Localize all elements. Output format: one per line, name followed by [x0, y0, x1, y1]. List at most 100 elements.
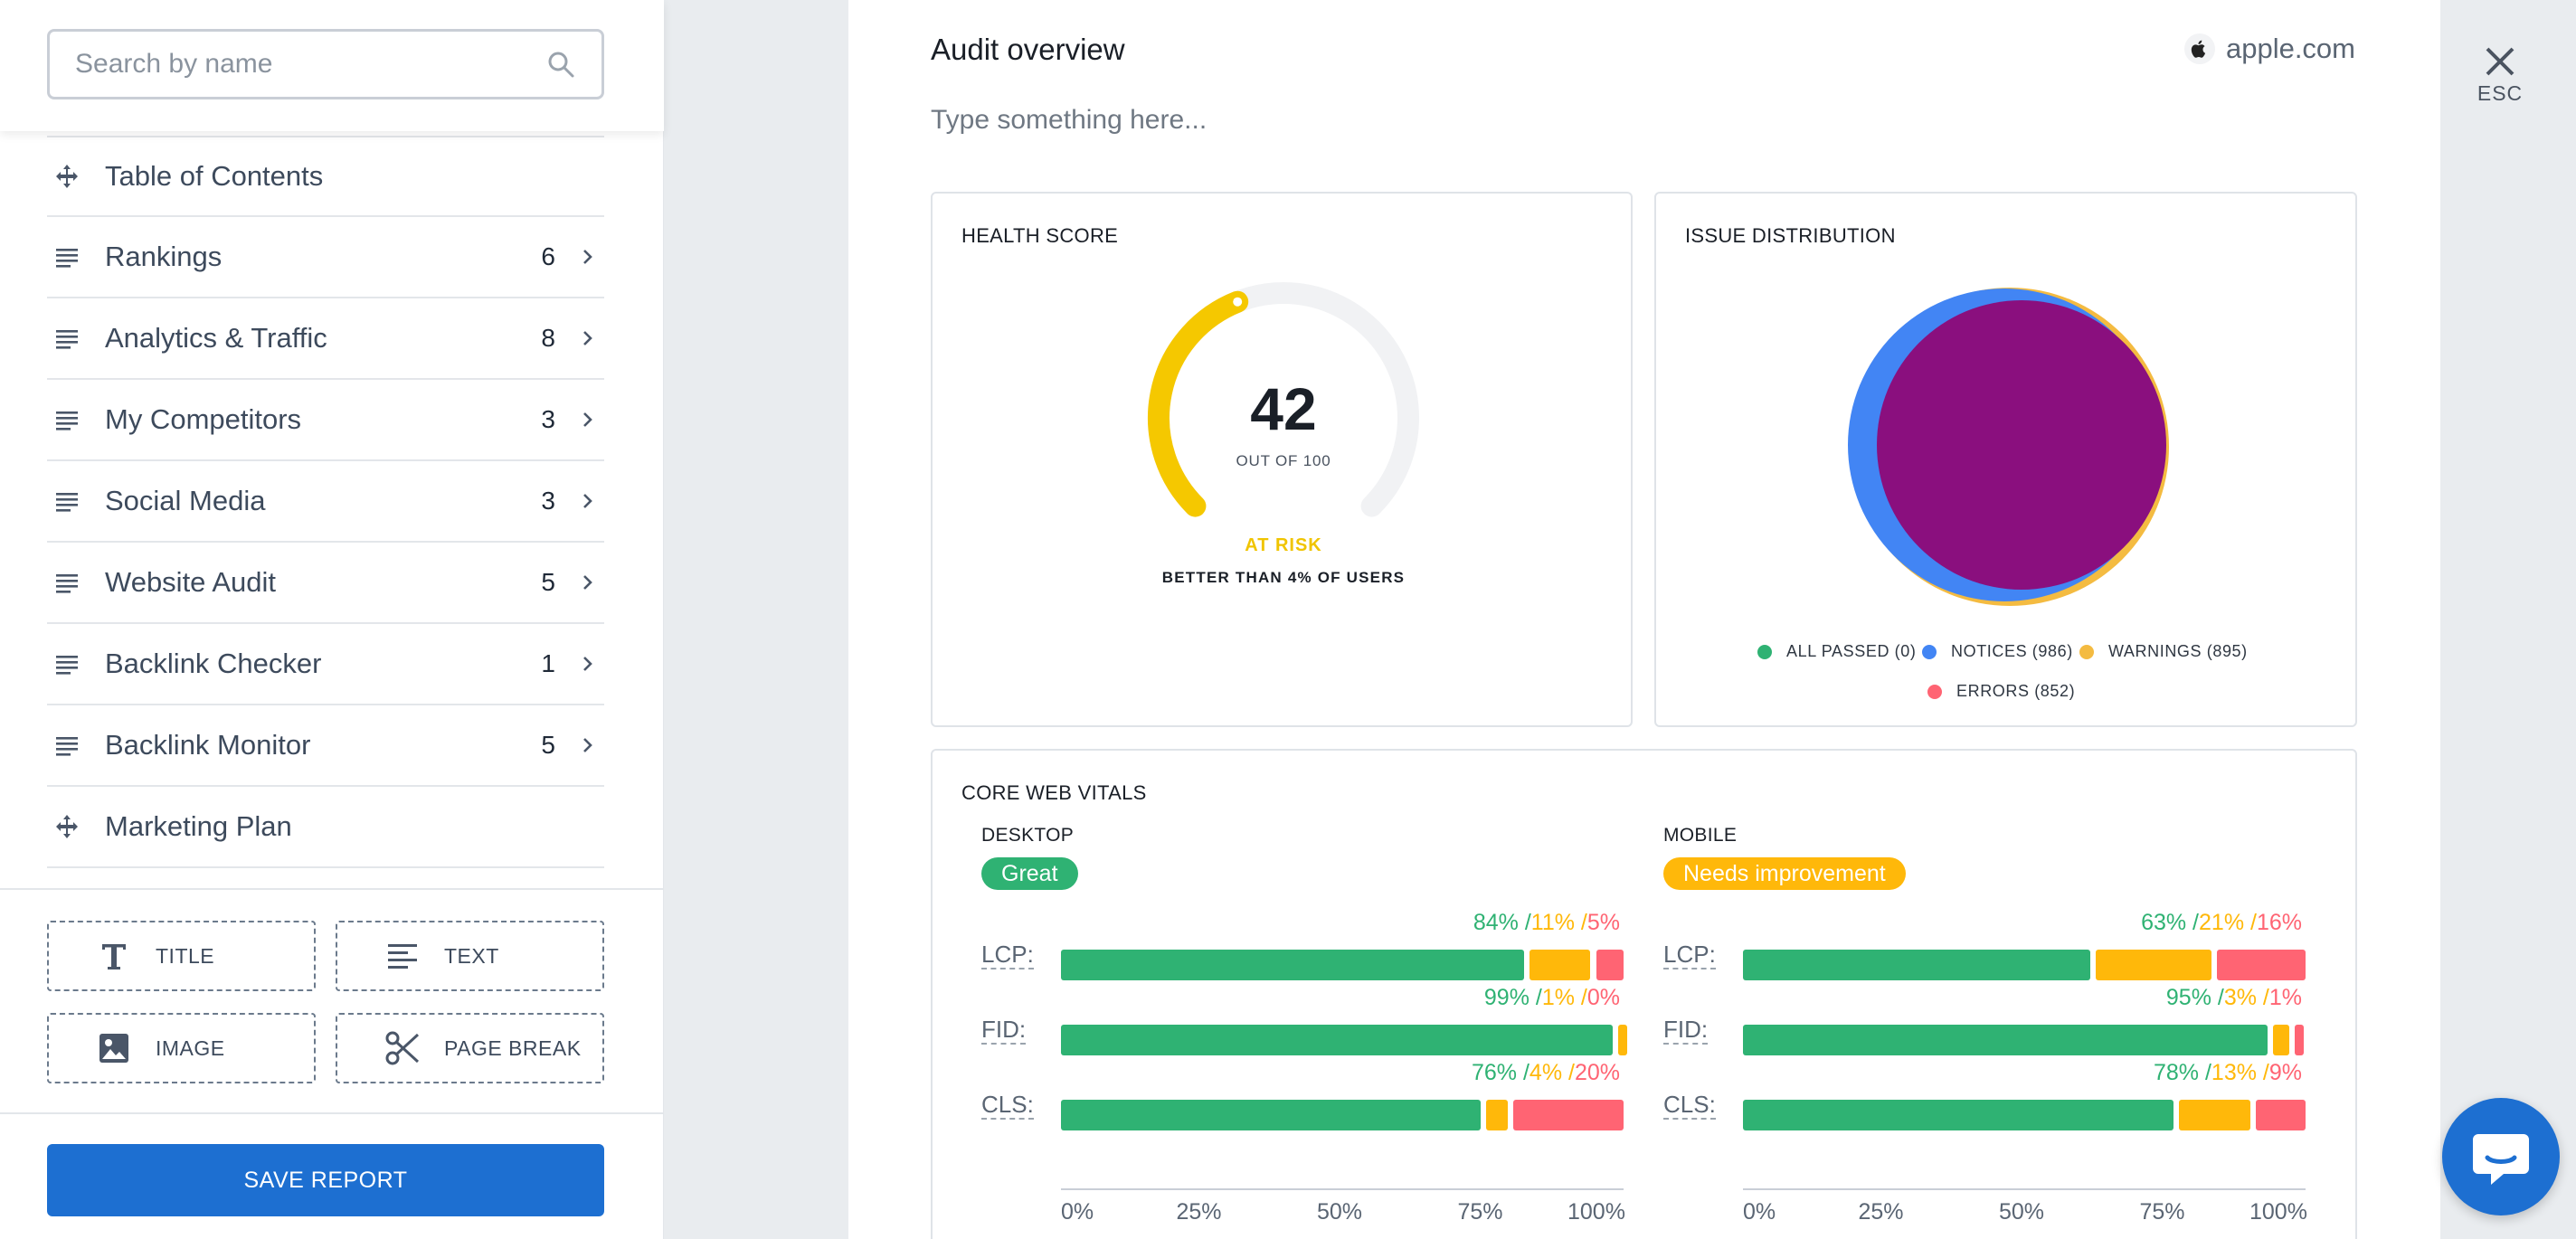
- metric-name[interactable]: FID:: [981, 1016, 1027, 1045]
- sidebar-item-count: 8: [541, 324, 555, 352]
- health-gauge: [1148, 282, 1419, 517]
- legend-item[interactable]: NOTICES (986): [1922, 642, 2073, 661]
- metric-name[interactable]: CLS:: [1663, 1091, 1716, 1120]
- poor-percent: 0%: [1586, 985, 1620, 1010]
- chevron-right-icon[interactable]: [579, 492, 597, 510]
- gauge-fill: [1148, 290, 1249, 517]
- sidebar-item-count: 5: [541, 731, 555, 759]
- axis-tick-label: 50%: [1999, 1199, 2045, 1225]
- sidebar-item[interactable]: Marketing Plan: [47, 787, 604, 868]
- legend-item[interactable]: ALL PASSED (0): [1757, 642, 1916, 661]
- sidebar-item[interactable]: Backlink Checker 1: [47, 624, 604, 705]
- metric-percentages: 63% /21% /16%: [2141, 910, 2302, 936]
- save-report-button[interactable]: SAVE REPORT: [47, 1144, 604, 1216]
- core-web-vitals-card: CORE WEB VITALS DESKTOP Great LCP: 84% /11%…: [931, 749, 2357, 1239]
- lines-icon: [52, 568, 81, 597]
- title-icon: [94, 940, 134, 972]
- chat-widget-button[interactable]: [2442, 1098, 2560, 1215]
- axis-tick-label: 75%: [2139, 1199, 2185, 1225]
- lines-icon: [52, 649, 81, 678]
- axis-tick-label: 25%: [1858, 1199, 1904, 1225]
- chevron-right-icon[interactable]: [579, 411, 597, 429]
- chevron-right-icon[interactable]: [579, 655, 597, 673]
- sidebar-item[interactable]: Backlink Monitor 5: [47, 705, 604, 787]
- add-image-block-button[interactable]: IMAGE: [47, 1013, 316, 1083]
- sidebar-item-label: Analytics & Traffic: [105, 322, 327, 354]
- sidebar-item[interactable]: Social Media 3: [47, 461, 604, 543]
- add-text-block-button[interactable]: TEXT: [336, 921, 604, 991]
- metric-percentages: 84% /11% /5%: [1473, 910, 1620, 936]
- mobile-status-badge: Needs improvement: [1663, 857, 1906, 890]
- sidebar-item[interactable]: My Competitors 3: [47, 380, 604, 461]
- chevron-right-icon[interactable]: [579, 329, 597, 347]
- legend-item[interactable]: WARNINGS (895): [2079, 642, 2248, 661]
- needs-percent: 21% /: [2199, 910, 2257, 935]
- block-label: TITLE: [156, 943, 215, 968]
- needs-bar: [2178, 1100, 2251, 1130]
- close-button[interactable]: ESC: [2477, 45, 2524, 118]
- sidebar-item-count: 1: [541, 649, 555, 677]
- health-status: AT RISK: [1245, 535, 1322, 555]
- metric-name[interactable]: FID:: [1663, 1016, 1709, 1045]
- metric-percentages: 76% /4% /20%: [1472, 1060, 1620, 1086]
- legend-label: ERRORS (852): [1956, 682, 2076, 700]
- description-input[interactable]: Type something here...: [931, 105, 1208, 135]
- add-title-block-button[interactable]: TITLE: [47, 921, 316, 991]
- lines-icon: [52, 731, 81, 760]
- needs-bar: [1617, 1025, 1627, 1055]
- metric-name[interactable]: LCP:: [981, 941, 1034, 969]
- sidebar-item[interactable]: Table of Contents: [47, 136, 604, 217]
- block-label: PAGE BREAK: [444, 1036, 582, 1060]
- metric-name[interactable]: LCP:: [1663, 941, 1716, 969]
- report-builder-sidebar: Table of Contents Rankings 6 Analytics & Tr…: [0, 0, 664, 1239]
- metric-name[interactable]: CLS:: [981, 1091, 1034, 1120]
- good-percent: 78% /: [2153, 1060, 2211, 1085]
- sidebar-item[interactable]: Website Audit 5: [47, 543, 604, 624]
- chevron-right-icon[interactable]: [579, 736, 597, 754]
- good-bar: [1061, 950, 1525, 980]
- add-page-break-button[interactable]: PAGE BREAK: [336, 1013, 604, 1083]
- search-icon[interactable]: [545, 49, 576, 80]
- poor-bar: [1513, 1100, 1624, 1130]
- sidebar-item-count: 3: [541, 487, 555, 515]
- needs-percent: 1% /: [1541, 985, 1587, 1010]
- mobile-heading: MOBILE: [1663, 825, 1738, 846]
- health-score-value: 42: [1250, 375, 1317, 442]
- move-icon[interactable]: [52, 812, 81, 841]
- search-box[interactable]: [47, 29, 604, 99]
- legend-dot: [1757, 644, 1772, 659]
- move-icon[interactable]: [52, 162, 81, 191]
- sidebar-item-label: My Competitors: [105, 403, 302, 435]
- axis-tick-label: 100%: [1567, 1199, 1625, 1225]
- sidebar-item-count: 6: [541, 242, 555, 270]
- sidebar-item[interactable]: Analytics & Traffic 8: [47, 298, 604, 380]
- page-title[interactable]: Audit overview: [931, 33, 1125, 66]
- good-percent: 63% /: [2141, 910, 2200, 935]
- lines-icon: [52, 242, 81, 271]
- metric-percentages: 78% /13% /9%: [2154, 1060, 2302, 1086]
- good-percent: 95% /: [2165, 985, 2224, 1010]
- issue-distribution-card: ISSUE DISTRIBUTION ALL PASSED (0) NOTICES…: [1654, 192, 2357, 727]
- legend-label: NOTICES (986): [1951, 642, 2073, 660]
- close-label: ESC: [2477, 81, 2524, 105]
- divider: [0, 1112, 664, 1114]
- needs-bar: [2272, 1025, 2289, 1055]
- close-icon: [2486, 47, 2514, 76]
- search-input[interactable]: [75, 49, 545, 80]
- axis-tick-label: 25%: [1176, 1199, 1222, 1225]
- sidebar-item-label: Backlink Monitor: [105, 729, 311, 761]
- domain-text: apple.com: [2225, 33, 2355, 64]
- axis-line: [1061, 1188, 1624, 1190]
- sidebar-item-count: 3: [541, 405, 555, 433]
- poor-bar: [2217, 950, 2306, 980]
- good-percent: 76% /: [1471, 1060, 1530, 1085]
- issue-pie-chart: [1848, 288, 2169, 606]
- legend-label: WARNINGS (895): [2108, 642, 2248, 660]
- legend-item[interactable]: ERRORS (852): [1927, 682, 2075, 701]
- axis-tick-label: 100%: [2249, 1199, 2307, 1225]
- chevron-right-icon[interactable]: [579, 573, 597, 591]
- needs-percent: 4% /: [1529, 1060, 1575, 1085]
- needs-percent: 11% /: [1530, 910, 1587, 935]
- chevron-right-icon[interactable]: [579, 248, 597, 266]
- sidebar-item[interactable]: Rankings 6: [47, 217, 604, 298]
